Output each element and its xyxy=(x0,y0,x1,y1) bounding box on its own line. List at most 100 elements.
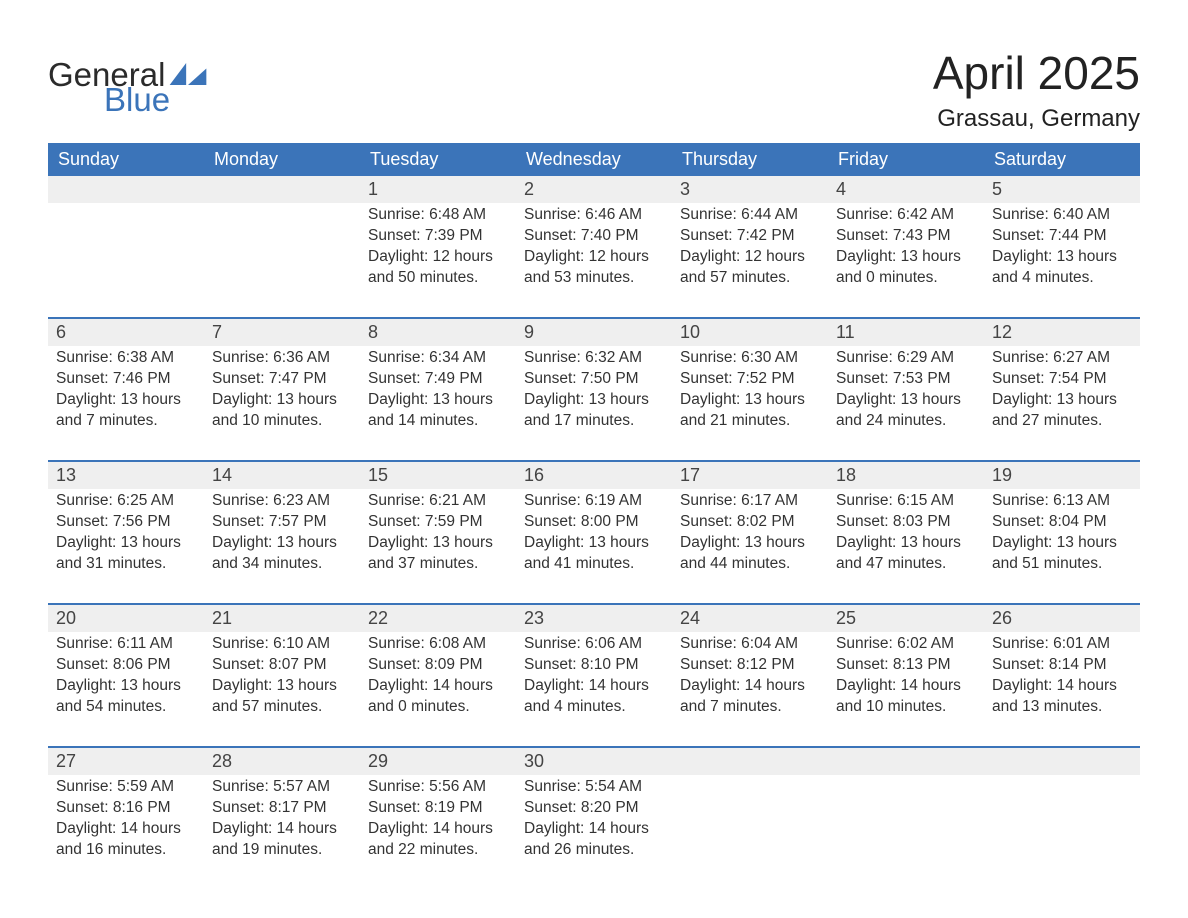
sunrise-line: Sunrise: 6:11 AM xyxy=(56,634,196,655)
sunset-line: Sunset: 7:39 PM xyxy=(368,226,508,247)
daylight-line: Daylight: 14 hours and 19 minutes. xyxy=(212,819,352,861)
daylight-line: Daylight: 13 hours and 27 minutes. xyxy=(992,390,1132,432)
sunrise-line: Sunrise: 5:56 AM xyxy=(368,777,508,798)
sunrise-line: Sunrise: 6:32 AM xyxy=(524,348,664,369)
daylight-line: Daylight: 13 hours and 21 minutes. xyxy=(680,390,820,432)
sunrise-line: Sunrise: 6:38 AM xyxy=(56,348,196,369)
day-number: 5 xyxy=(984,176,1140,203)
logo-word2: Blue xyxy=(104,83,207,116)
day-number: 9 xyxy=(516,319,672,346)
day-details: Sunrise: 6:32 AMSunset: 7:50 PMDaylight:… xyxy=(524,348,664,432)
daylight-line: Daylight: 13 hours and 4 minutes. xyxy=(992,247,1132,289)
day-number: 12 xyxy=(984,319,1140,346)
sunset-line: Sunset: 8:19 PM xyxy=(368,798,508,819)
sunset-line: Sunset: 7:50 PM xyxy=(524,369,664,390)
sunset-line: Sunset: 7:53 PM xyxy=(836,369,976,390)
day-number: 15 xyxy=(360,462,516,489)
daylight-line: Daylight: 13 hours and 14 minutes. xyxy=(368,390,508,432)
sunrise-line: Sunrise: 6:15 AM xyxy=(836,491,976,512)
sunrise-line: Sunrise: 6:21 AM xyxy=(368,491,508,512)
day-details: Sunrise: 6:08 AMSunset: 8:09 PMDaylight:… xyxy=(368,634,508,718)
sunset-line: Sunset: 7:47 PM xyxy=(212,369,352,390)
day-details: Sunrise: 6:15 AMSunset: 8:03 PMDaylight:… xyxy=(836,491,976,575)
day-number xyxy=(828,748,984,774)
day-number: 24 xyxy=(672,605,828,632)
sunset-line: Sunset: 7:52 PM xyxy=(680,369,820,390)
sunrise-line: Sunrise: 5:54 AM xyxy=(524,777,664,798)
day-number: 16 xyxy=(516,462,672,489)
sunrise-line: Sunrise: 6:04 AM xyxy=(680,634,820,655)
day-number: 7 xyxy=(204,319,360,346)
day-details: Sunrise: 6:23 AMSunset: 7:57 PMDaylight:… xyxy=(212,491,352,575)
sunset-line: Sunset: 7:54 PM xyxy=(992,369,1132,390)
sunrise-line: Sunrise: 6:29 AM xyxy=(836,348,976,369)
sunrise-line: Sunrise: 6:34 AM xyxy=(368,348,508,369)
sunset-line: Sunset: 7:40 PM xyxy=(524,226,664,247)
daylight-line: Daylight: 13 hours and 34 minutes. xyxy=(212,533,352,575)
daylight-line: Daylight: 14 hours and 16 minutes. xyxy=(56,819,196,861)
col-header-tue: Tuesday xyxy=(360,143,516,176)
daylight-line: Daylight: 13 hours and 54 minutes. xyxy=(56,676,196,718)
daylight-line: Daylight: 14 hours and 13 minutes. xyxy=(992,676,1132,718)
day-details: Sunrise: 6:02 AMSunset: 8:13 PMDaylight:… xyxy=(836,634,976,718)
sunset-line: Sunset: 8:20 PM xyxy=(524,798,664,819)
col-header-sat: Saturday xyxy=(984,143,1140,176)
day-number-row: 6789101112 xyxy=(48,319,1140,346)
day-details: Sunrise: 6:06 AMSunset: 8:10 PMDaylight:… xyxy=(524,634,664,718)
sunset-line: Sunset: 8:02 PM xyxy=(680,512,820,533)
day-number xyxy=(672,748,828,774)
sunset-line: Sunset: 8:04 PM xyxy=(992,512,1132,533)
day-number: 19 xyxy=(984,462,1140,489)
day-details-row: Sunrise: 6:38 AMSunset: 7:46 PM Daylight:… xyxy=(48,346,1140,461)
day-details: Sunrise: 6:17 AMSunset: 8:02 PMDaylight:… xyxy=(680,491,820,575)
sunset-line: Sunset: 8:06 PM xyxy=(56,655,196,676)
day-number: 6 xyxy=(48,319,204,346)
sunset-line: Sunset: 7:44 PM xyxy=(992,226,1132,247)
day-number: 11 xyxy=(828,319,984,346)
day-details: Sunrise: 6:40 AMSunset: 7:44 PMDaylight:… xyxy=(992,205,1132,289)
sunset-line: Sunset: 7:43 PM xyxy=(836,226,976,247)
day-number xyxy=(204,176,360,202)
day-number: 23 xyxy=(516,605,672,632)
sunrise-line: Sunrise: 6:30 AM xyxy=(680,348,820,369)
day-details-row: Sunrise: 5:59 AMSunset: 8:16 PMDaylight:… xyxy=(48,775,1140,889)
day-number: 17 xyxy=(672,462,828,489)
daylight-line: Daylight: 13 hours and 44 minutes. xyxy=(680,533,820,575)
sunrise-line: Sunrise: 6:01 AM xyxy=(992,634,1132,655)
day-number: 1 xyxy=(360,176,516,203)
sunset-line: Sunset: 7:46 PM xyxy=(56,369,196,390)
day-number: 25 xyxy=(828,605,984,632)
sunset-line: Sunset: 7:56 PM xyxy=(56,512,196,533)
day-details: Sunrise: 5:59 AMSunset: 8:16 PMDaylight:… xyxy=(56,777,196,861)
sunrise-line: Sunrise: 6:23 AM xyxy=(212,491,352,512)
daylight-line: Daylight: 13 hours and 47 minutes. xyxy=(836,533,976,575)
day-number xyxy=(48,176,204,202)
month-year-title: April 2025 xyxy=(933,48,1140,99)
logo-sail-icon xyxy=(169,63,207,85)
sunrise-line: Sunrise: 6:25 AM xyxy=(56,491,196,512)
day-number-row: 12345 xyxy=(48,176,1140,203)
day-number: 8 xyxy=(360,319,516,346)
calendar-page: General Blue April 2025 Grassau, Germany… xyxy=(0,0,1188,918)
daylight-line: Daylight: 13 hours and 41 minutes. xyxy=(524,533,664,575)
page-header: General Blue April 2025 Grassau, Germany xyxy=(48,48,1140,133)
daylight-line: Daylight: 12 hours and 57 minutes. xyxy=(680,247,820,289)
daylight-line: Daylight: 13 hours and 17 minutes. xyxy=(524,390,664,432)
sunset-line: Sunset: 7:59 PM xyxy=(368,512,508,533)
daylight-line: Daylight: 14 hours and 10 minutes. xyxy=(836,676,976,718)
sunrise-line: Sunrise: 6:44 AM xyxy=(680,205,820,226)
day-details: Sunrise: 6:48 AMSunset: 7:39 PMDaylight:… xyxy=(368,205,508,289)
day-details: Sunrise: 5:54 AMSunset: 8:20 PMDaylight:… xyxy=(524,777,664,861)
day-details: Sunrise: 6:11 AMSunset: 8:06 PMDaylight:… xyxy=(56,634,196,718)
daylight-line: Daylight: 13 hours and 57 minutes. xyxy=(212,676,352,718)
day-number: 13 xyxy=(48,462,204,489)
sunset-line: Sunset: 7:42 PM xyxy=(680,226,820,247)
sunset-line: Sunset: 8:00 PM xyxy=(524,512,664,533)
daylight-line: Daylight: 12 hours and 53 minutes. xyxy=(524,247,664,289)
day-details: Sunrise: 6:13 AMSunset: 8:04 PMDaylight:… xyxy=(992,491,1132,575)
sunrise-line: Sunrise: 6:02 AM xyxy=(836,634,976,655)
daylight-line: Daylight: 12 hours and 50 minutes. xyxy=(368,247,508,289)
day-details: Sunrise: 6:42 AMSunset: 7:43 PMDaylight:… xyxy=(836,205,976,289)
sunrise-line: Sunrise: 6:27 AM xyxy=(992,348,1132,369)
day-details: Sunrise: 5:57 AMSunset: 8:17 PMDaylight:… xyxy=(212,777,352,861)
